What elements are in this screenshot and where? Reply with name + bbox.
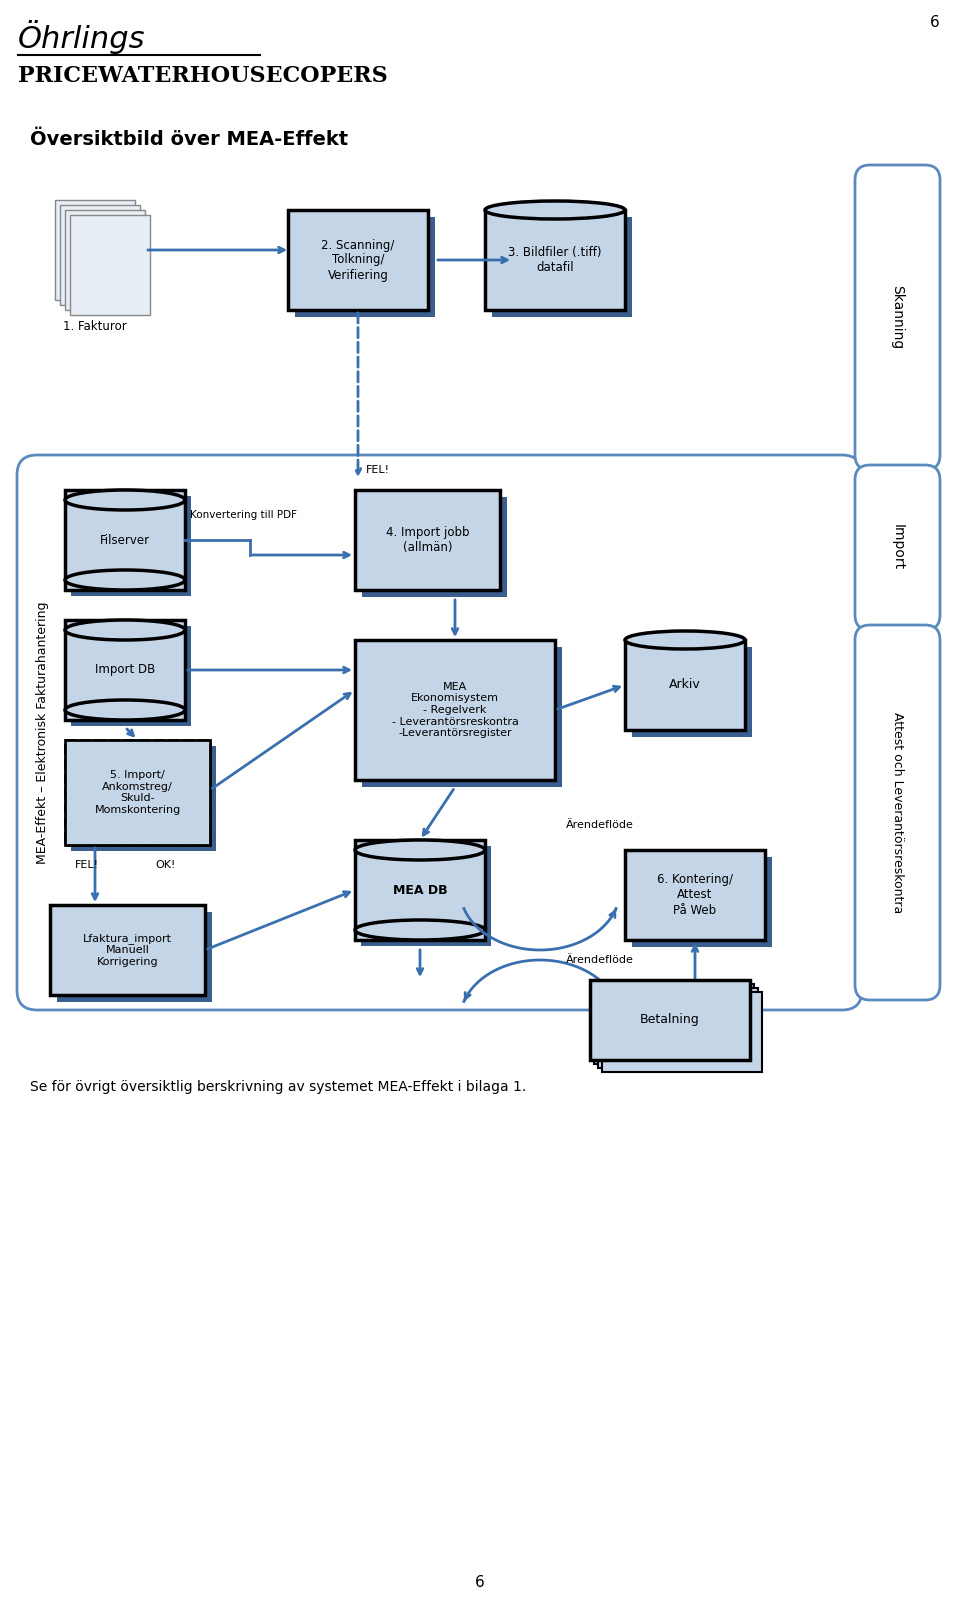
Bar: [598, 988, 758, 1068]
Text: MEA-Effekt – Elektronisk Fakturahantering: MEA-Effekt – Elektronisk Fakturahanterin…: [36, 602, 50, 863]
Bar: [55, 200, 135, 300]
Bar: [60, 205, 140, 305]
Text: Se för övrigt översiktlig berskrivning av systemet MEA-Effekt i bilaga 1.: Se för övrigt översiktlig berskrivning a…: [30, 1080, 526, 1094]
Text: Attest och Leverantörsreskontra: Attest och Leverantörsreskontra: [891, 712, 904, 914]
Text: Konvertering till PDF: Konvertering till PDF: [190, 510, 297, 520]
Bar: [590, 980, 750, 1060]
Bar: [65, 491, 185, 591]
Bar: [625, 641, 745, 730]
Text: OK!: OK!: [155, 860, 176, 870]
Text: Betalning: Betalning: [640, 1014, 700, 1027]
Text: FEL!: FEL!: [366, 465, 390, 475]
Text: MEA
Ekonomisystem
- Regelverk
- Leverantörsreskontra
-Leverantörsregister: MEA Ekonomisystem - Regelverk - Leverant…: [392, 681, 518, 738]
Text: Arkiv: Arkiv: [669, 678, 701, 691]
Bar: [485, 210, 625, 310]
FancyBboxPatch shape: [855, 625, 940, 1001]
Bar: [65, 210, 145, 310]
Ellipse shape: [65, 491, 185, 510]
Bar: [362, 647, 562, 788]
Text: 2. Scanning/
Tolkning/
Verifiering: 2. Scanning/ Tolkning/ Verifiering: [322, 239, 395, 281]
Text: Import: Import: [891, 525, 904, 571]
Text: 6: 6: [475, 1575, 485, 1590]
Bar: [361, 846, 491, 946]
Text: 4. Import jobb
(allmän): 4. Import jobb (allmän): [386, 526, 469, 554]
Bar: [594, 985, 754, 1064]
Bar: [602, 993, 762, 1072]
Bar: [65, 739, 210, 846]
Text: 1. Fakturor: 1. Fakturor: [63, 320, 127, 332]
Text: Filserver: Filserver: [100, 534, 150, 547]
Text: 6: 6: [930, 15, 940, 31]
Text: 6. Kontering/
Attest
På Web: 6. Kontering/ Attest På Web: [657, 873, 733, 917]
Bar: [71, 495, 191, 596]
Bar: [632, 857, 772, 947]
Bar: [355, 491, 500, 591]
Bar: [65, 739, 210, 846]
Text: Skanning: Skanning: [891, 286, 904, 350]
Ellipse shape: [355, 839, 485, 860]
Bar: [355, 839, 485, 939]
Ellipse shape: [355, 920, 485, 939]
Text: Import DB: Import DB: [95, 663, 156, 676]
Text: PRICEWATERHOUSECOPERS: PRICEWATERHOUSECOPERS: [18, 65, 388, 87]
Bar: [295, 216, 435, 316]
Bar: [70, 215, 150, 315]
FancyBboxPatch shape: [855, 165, 940, 470]
Bar: [632, 647, 752, 738]
Bar: [355, 641, 555, 780]
Text: 3. Bildfiler (.tiff)
datafil: 3. Bildfiler (.tiff) datafil: [508, 245, 602, 274]
Text: Ärendeflöde: Ärendeflöde: [566, 820, 634, 830]
Text: MEA DB: MEA DB: [393, 883, 447, 896]
Bar: [71, 746, 216, 851]
Text: Ärendeflöde: Ärendeflöde: [566, 955, 634, 965]
Bar: [625, 851, 765, 939]
Bar: [50, 905, 205, 994]
Text: FEL!: FEL!: [75, 860, 99, 870]
Ellipse shape: [625, 631, 745, 649]
Bar: [57, 912, 212, 1002]
Text: 5. Import/
Ankomstreg/
Skuld-
Momskontering: 5. Import/ Ankomstreg/ Skuld- Momskonter…: [94, 770, 180, 815]
Ellipse shape: [65, 620, 185, 641]
Bar: [492, 216, 632, 316]
FancyBboxPatch shape: [17, 455, 862, 1010]
Ellipse shape: [65, 570, 185, 591]
Bar: [65, 620, 185, 720]
FancyBboxPatch shape: [855, 465, 940, 629]
Ellipse shape: [485, 202, 625, 220]
Bar: [71, 626, 191, 726]
Bar: [288, 210, 428, 310]
Ellipse shape: [65, 700, 185, 720]
Text: Lfaktura_import
Manuell
Korrigering: Lfaktura_import Manuell Korrigering: [83, 933, 172, 967]
Bar: [362, 497, 507, 597]
Text: Öhrlings: Öhrlings: [18, 19, 146, 53]
Text: Översiktbild över MEA-Effekt: Översiktbild över MEA-Effekt: [30, 131, 348, 148]
